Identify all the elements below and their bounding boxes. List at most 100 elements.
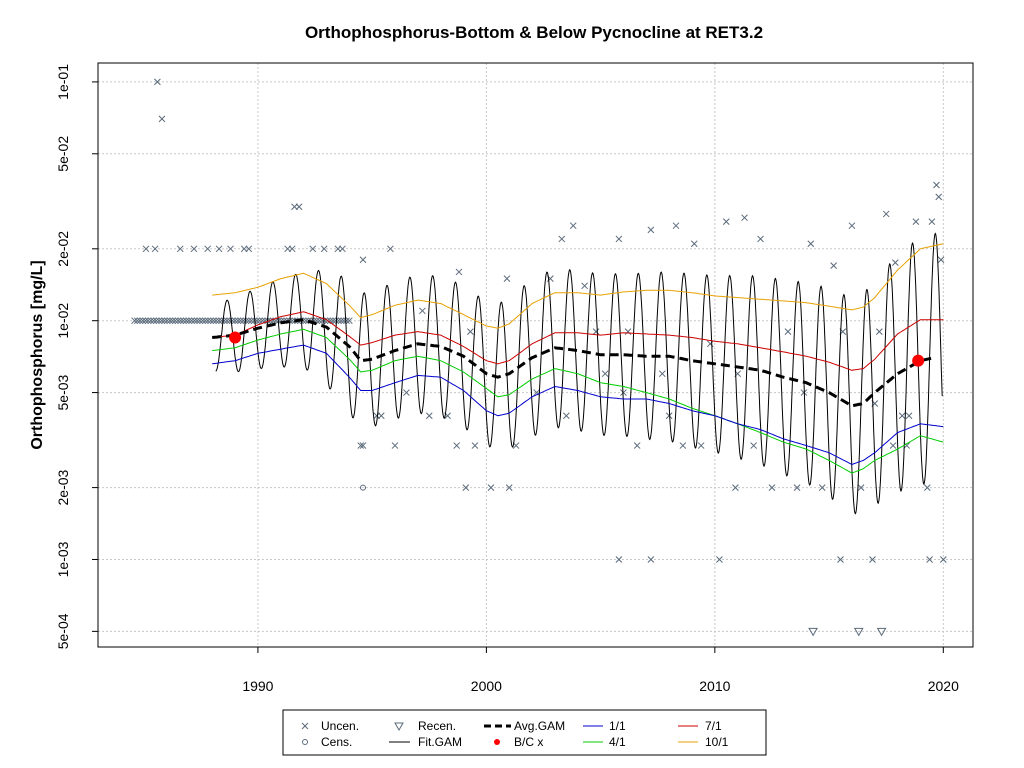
uncensored-point [533,389,540,396]
uncensored-point [136,317,144,325]
uncensored-point [359,442,367,449]
y-tick-label: 5e-04 [55,613,71,649]
legend-uncensored-label: Uncen. [321,719,359,733]
uncensored-point [231,317,239,325]
uncensored-point [151,245,159,253]
uncensored-point [142,245,150,253]
uncensored-point [220,317,228,325]
uncensored-point [722,218,730,225]
legend: Uncen. Cens. Recen. Fit.GAM Avg.GAM B/C x 1/1 4… [282,709,767,756]
uncensored-point [898,412,906,420]
uncensored-point [419,307,426,315]
uncensored-point [155,317,163,325]
recensored-point [853,627,864,637]
uncensored-point [176,245,184,253]
uncensored-point [256,317,263,325]
legend-bc-label: B/C x [514,735,543,749]
uncensored-point [869,556,876,563]
uncensored-point [581,282,588,290]
legend-recensored-symbol [394,722,404,732]
legend-box [282,709,767,756]
uncensored-point [830,262,837,270]
recensored-point [808,627,818,637]
fit-gam-line [215,232,943,515]
y-tick-label: 1e-01 [55,64,71,100]
recensored-point [876,627,887,637]
uncensored-point [158,115,166,123]
uncensored-point [647,556,655,563]
uncensored-point [818,484,826,491]
uncensored-point [215,317,223,325]
uncensored-point [505,484,513,491]
uncensored-point [191,317,198,325]
uncensored-point [158,317,166,325]
uncensored-point [234,317,242,325]
uncensored-point [620,389,627,396]
uncensored-point [196,317,204,325]
uncensored-point [245,317,253,325]
uncensored-point [171,317,179,325]
uncensored-point [569,222,577,230]
uncensored-point [837,556,844,563]
uncensored-point [227,245,234,253]
uncensored-point [188,317,195,325]
uncensored-point [182,317,190,325]
legend-recensored-label: Recen. [418,719,456,733]
grid-lines [98,63,973,647]
uncensored-point [403,389,410,396]
x-tick-label: 2020 [928,678,959,694]
uncensored-point [177,317,185,325]
uncensored-point [185,317,193,325]
y-tick-label: 1e-03 [55,541,71,577]
uncensored-point [133,317,141,325]
legend-4-1-label: 4/1 [609,735,626,749]
uncensored-point [144,317,152,325]
uncensored-point [302,317,310,325]
uncensored-point [207,317,215,325]
x-tick-label: 2000 [471,678,502,694]
y-axis-label: Orthophosphorus [mg/L] [29,260,46,449]
uncensored-point [912,218,920,225]
uncensored-point [193,317,201,325]
uncensored-point [326,317,334,325]
uncensored-point [152,317,160,325]
uncensored-point [229,317,236,325]
uncensored-point [248,317,255,325]
bc-point [229,331,242,344]
uncensored-point [928,218,936,225]
uncensored-point [455,268,463,276]
uncensored-point [658,370,666,378]
uncensored-point [387,245,394,253]
uncensored-point [139,317,147,325]
legend-uncensored-symbol [301,722,309,730]
uncensored-point [339,245,346,253]
avg-gam-line [212,318,935,408]
uncensored-point [848,222,856,230]
uncensored-point [166,317,174,325]
uncensored-point [558,235,566,243]
uncensored-point [562,412,570,420]
uncensored-point [875,328,883,335]
uncensored-point [154,78,161,86]
uncensored-point [337,317,345,325]
uncensored-point [732,484,739,491]
uncensored-point [679,442,687,449]
uncensored-point [615,556,623,563]
uncensored-point [793,484,801,491]
uncensored-point [163,317,171,325]
uncensored-point [377,412,385,420]
uncensored-point [891,259,899,267]
uncensored-point [697,442,705,449]
uncensored-point [169,317,176,325]
uncensored-point [926,556,933,563]
legend-1-1-label: 1/1 [609,719,626,733]
uncensored-point [332,317,340,325]
uncensored-point [503,275,511,282]
uncensored-point [309,245,317,253]
uncensored-point [237,317,244,325]
uncensored-point [453,442,461,449]
legend-avg-gam-label: Avg.GAM [514,719,565,733]
uncensored-point [592,328,600,335]
uncensored-point [784,328,792,335]
